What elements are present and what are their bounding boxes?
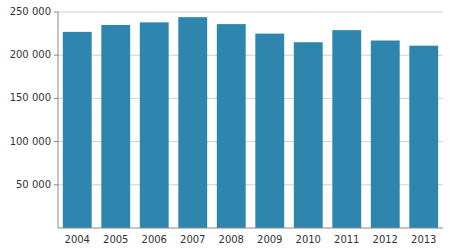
x-tick-label: 2004: [65, 234, 90, 245]
y-tick-label: 200 000: [10, 49, 51, 60]
bars: 2004: 227000 2005: 235000 2006: 238000 2007…: [63, 17, 438, 228]
x-tick-label: 2007: [180, 234, 205, 245]
y-tick-label: 150 000: [10, 92, 51, 103]
bar: 2013: 211000: [409, 46, 438, 228]
y-tick: [54, 98, 58, 99]
y-tick-label: 100 000: [10, 136, 51, 147]
bar: 2009: 225000: [255, 34, 284, 228]
y-tick: [54, 184, 58, 185]
page: {"chart_data": {"type": "bar", "categori…: [0, 0, 453, 252]
y-tick: [54, 55, 58, 56]
y-tick-label: 50 000: [16, 179, 51, 190]
x-tick-label: 2006: [142, 234, 167, 245]
grid-line: [58, 12, 443, 13]
x-tick-label: 2005: [103, 234, 128, 245]
chart-svg: 2004: 227000 2005: 235000 2006: 238000 2007…: [0, 0, 453, 252]
bar: 2011: 229000: [332, 30, 361, 228]
x-tick-label: 2010: [296, 234, 321, 245]
bar: 2007: 244000: [178, 17, 207, 228]
bar: 2008: 236000: [217, 24, 246, 228]
bar: 2004: 227000: [63, 32, 92, 228]
x-tick-label: 2008: [219, 234, 244, 245]
x-tick-label: 2009: [257, 234, 282, 245]
y-tick-label: 250 000: [10, 6, 51, 17]
axes: 50 000 100 000 150 000 200 000 250 000 2004 20…: [10, 6, 443, 245]
y-axis-line: [58, 12, 59, 228]
bar: 2006: 238000: [140, 22, 169, 228]
bar: 2012: 217000: [371, 41, 400, 228]
x-tick-label: 2013: [411, 234, 436, 245]
y-tick: [54, 12, 58, 13]
y-tick: [54, 141, 58, 142]
bar: 2005: 235000: [101, 25, 130, 228]
x-tick-label: 2011: [334, 234, 359, 245]
x-tick-label: 2012: [373, 234, 398, 245]
x-axis-line: [58, 228, 443, 229]
bar: 2010: 215000: [294, 42, 323, 228]
chart-container: 2004: 227000 2005: 235000 2006: 238000 2007…: [0, 0, 453, 252]
